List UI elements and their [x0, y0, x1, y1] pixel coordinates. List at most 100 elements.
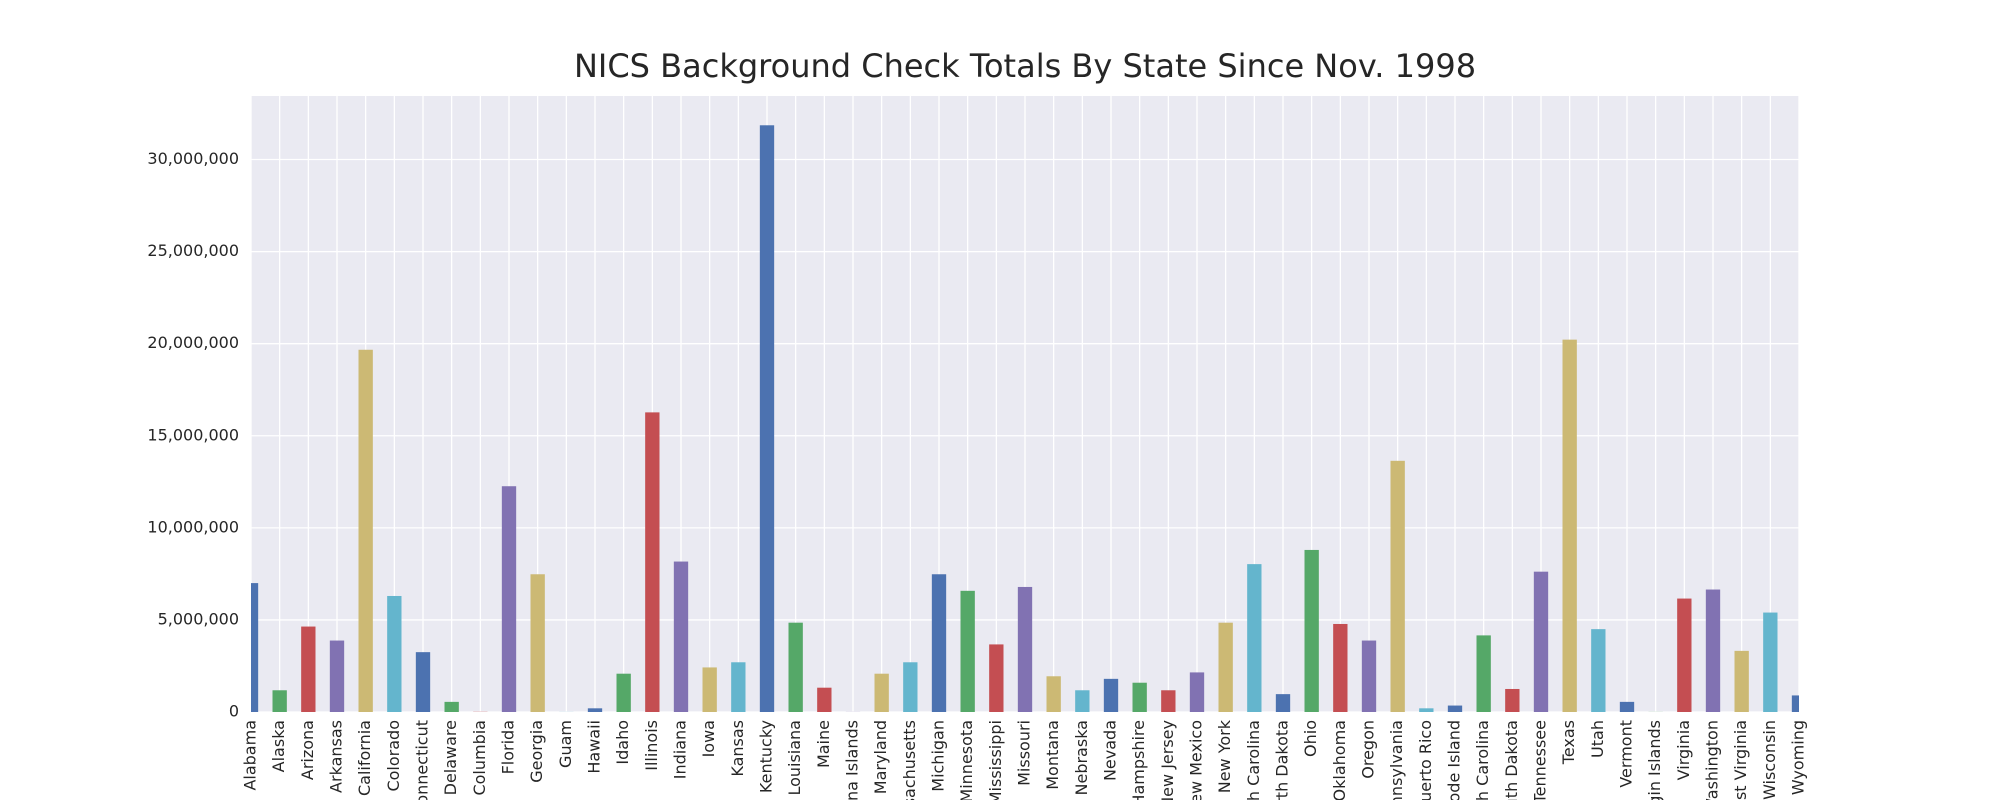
x-tick-label: Illinois [642, 720, 661, 771]
x-tick-label: Georgia [527, 720, 546, 783]
x-tick-label: Texas [1559, 720, 1578, 765]
bar [1161, 690, 1176, 712]
x-tick-label: Michigan [929, 720, 948, 792]
bar [1791, 695, 1799, 712]
x-tick-label: Iowa [699, 720, 718, 757]
labels: 0 5,000,000 10,000,000 15,000,000 20,000,000… [147, 149, 1807, 800]
x-tick-label: North Dakota [1273, 720, 1292, 800]
x-tick-label: Nevada [1101, 720, 1120, 781]
x-tick-label: South Dakota [1502, 720, 1521, 800]
x-tick-label: Alabama [241, 720, 260, 791]
bar [1562, 339, 1577, 712]
bar [1218, 622, 1233, 712]
bars [251, 125, 1799, 712]
x-tick-label: Arizona [298, 720, 317, 780]
bar [1304, 549, 1319, 712]
y-tick-label: 25,000,000 [147, 241, 239, 260]
bar [788, 622, 803, 712]
bar [251, 583, 259, 712]
x-tick-label: New York [1215, 719, 1234, 793]
x-tick-label: Oklahoma [1330, 720, 1349, 800]
bar [501, 486, 517, 712]
bar [1763, 612, 1778, 712]
chart-title: NICS Background Check Totals By State Si… [574, 47, 1476, 85]
bar [444, 701, 459, 712]
bar [1591, 629, 1606, 712]
bar [1533, 571, 1549, 712]
x-tick-label: Maryland [871, 720, 890, 794]
x-tick-label: Nebraska [1072, 720, 1091, 795]
x-tick-label: Virgin Islands [1645, 720, 1664, 800]
x-tick-label: South Carolina [1473, 720, 1492, 800]
bar [1247, 564, 1262, 712]
x-tick-label: Idaho [613, 720, 632, 765]
x-tick-label: West Virginia [1731, 720, 1750, 800]
x-tick-label: New Jersey [1158, 720, 1177, 800]
x-tick-label: Wyoming [1789, 720, 1808, 795]
bar [1447, 705, 1463, 712]
bar [759, 125, 775, 712]
bar [960, 590, 975, 712]
x-tick-label: North Carolina [1244, 720, 1263, 800]
x-tick-label: Delaware [441, 720, 460, 795]
x-tick-label: Wisconsin [1760, 720, 1779, 800]
bar [1476, 635, 1491, 712]
bar [358, 349, 373, 712]
x-tick-label: Mississippi [986, 720, 1005, 800]
bar [731, 662, 746, 712]
bar [1419, 708, 1434, 712]
y-tick-label: 5,000,000 [158, 609, 239, 628]
bar [530, 574, 545, 712]
bar [673, 561, 689, 712]
x-tick-label: Missouri [1015, 720, 1034, 786]
bar [989, 644, 1004, 712]
x-tick-label: Hawaii [585, 720, 604, 774]
bar [415, 652, 431, 712]
x-tick-label: Rhode Island [1445, 720, 1464, 800]
x-tick-label: Florida [499, 720, 518, 774]
bar [329, 640, 345, 712]
x-tick-label: Oregon [1359, 720, 1378, 779]
bar [1046, 676, 1061, 712]
bar [1361, 640, 1377, 712]
bar [587, 708, 603, 712]
x-tick-label: Puerto Rico [1416, 720, 1435, 800]
bar [1505, 688, 1520, 712]
bar [817, 687, 832, 712]
x-tick-label: Connecticut [413, 720, 432, 800]
bar [1132, 682, 1147, 712]
bar [1619, 701, 1635, 712]
bar [1017, 586, 1033, 712]
x-tick-label: Montana [1043, 720, 1062, 790]
bar [1390, 460, 1405, 712]
bar [1677, 598, 1692, 712]
bar [874, 673, 889, 712]
x-tick-label: Indiana [671, 720, 690, 779]
bar [1075, 690, 1090, 712]
x-tick-label: Kansas [728, 720, 747, 777]
bar [301, 626, 316, 712]
x-tick-label: Mariana Islands [843, 720, 862, 800]
bar [702, 667, 717, 712]
x-tick-label: Utah [1588, 720, 1607, 758]
x-tick-label: Kentucky [757, 720, 776, 793]
bar [1705, 589, 1721, 712]
x-tick-label: Louisiana [785, 720, 804, 796]
x-tick-label: Maine [814, 720, 833, 768]
y-tick-label: 10,000,000 [147, 517, 239, 536]
bar [1103, 678, 1119, 712]
x-tick-label: California [355, 720, 374, 796]
x-tick-label: Virginia [1674, 720, 1693, 780]
bar [903, 662, 918, 712]
x-tick-label: District of Columbia [470, 720, 489, 800]
x-tick-label: New Hampshire [1129, 720, 1148, 800]
x-tick-label: Ohio [1301, 720, 1320, 757]
x-tick-label: Colorado [384, 720, 403, 792]
x-tick-label: Minnesota [957, 720, 976, 800]
y-tick-label: 0 [229, 702, 239, 721]
bar [616, 673, 631, 712]
x-tick-label: Guam [556, 720, 575, 768]
x-tick-label: Arkansas [327, 720, 346, 793]
bar [387, 595, 402, 712]
